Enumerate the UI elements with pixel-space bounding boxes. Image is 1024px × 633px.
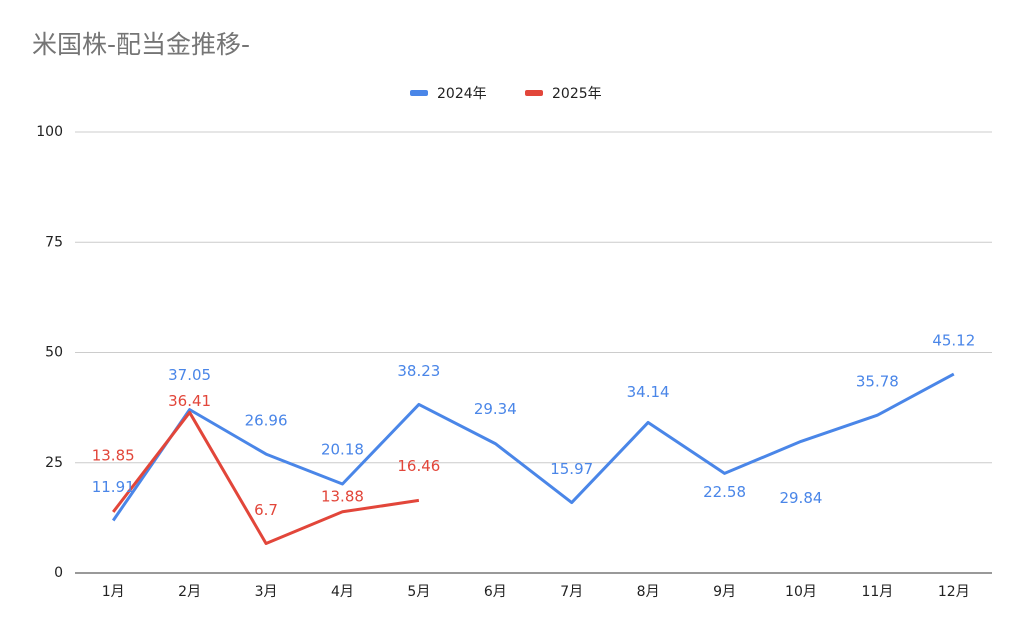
x-tick-label: 6月	[484, 584, 507, 600]
x-tick-label: 3月	[255, 584, 278, 600]
chart-title: 米国株-配当金推移-	[32, 30, 250, 59]
data-label: 13.85	[92, 446, 135, 464]
legend-swatch	[410, 90, 428, 96]
x-tick-label: 9月	[713, 584, 736, 600]
x-tick-label: 7月	[560, 584, 583, 600]
series-line	[112, 410, 420, 545]
x-tick-label: 12月	[938, 584, 970, 600]
x-tick-label: 1月	[102, 584, 125, 600]
data-label: 35.78	[856, 373, 899, 391]
x-tick-label: 11月	[861, 584, 893, 600]
x-tick-label: 10月	[785, 584, 817, 600]
data-label: 13.88	[321, 487, 364, 505]
y-tick-label: 75	[45, 234, 63, 250]
data-label: 45.12	[932, 332, 975, 350]
data-label: 26.96	[245, 412, 288, 430]
data-label: 16.46	[397, 457, 440, 475]
data-label: 22.58	[703, 483, 746, 501]
data-label: 6.7	[254, 501, 278, 519]
data-label: 15.97	[550, 460, 593, 478]
y-tick-label: 25	[45, 455, 63, 471]
x-tick-label: 4月	[331, 584, 354, 600]
x-tick-label: 8月	[637, 584, 660, 600]
legend-swatch	[525, 90, 543, 96]
data-label: 36.41	[168, 392, 211, 410]
data-label: 29.84	[779, 489, 822, 507]
series-line	[111, 372, 955, 522]
data-label: 38.23	[397, 362, 440, 380]
y-tick-label: 0	[54, 565, 63, 581]
data-label: 34.14	[627, 383, 670, 401]
x-tick-label: 2月	[178, 584, 201, 600]
x-tick-label: 5月	[407, 584, 430, 600]
legend-label: 2024年	[437, 86, 487, 102]
data-label: 37.05	[168, 366, 211, 384]
data-label: 29.34	[474, 400, 517, 418]
y-tick-label: 50	[45, 345, 63, 361]
data-label: 11.91	[92, 478, 135, 496]
legend-label: 2025年	[552, 86, 602, 102]
y-tick-label: 100	[36, 124, 63, 140]
data-label: 20.18	[321, 441, 364, 459]
